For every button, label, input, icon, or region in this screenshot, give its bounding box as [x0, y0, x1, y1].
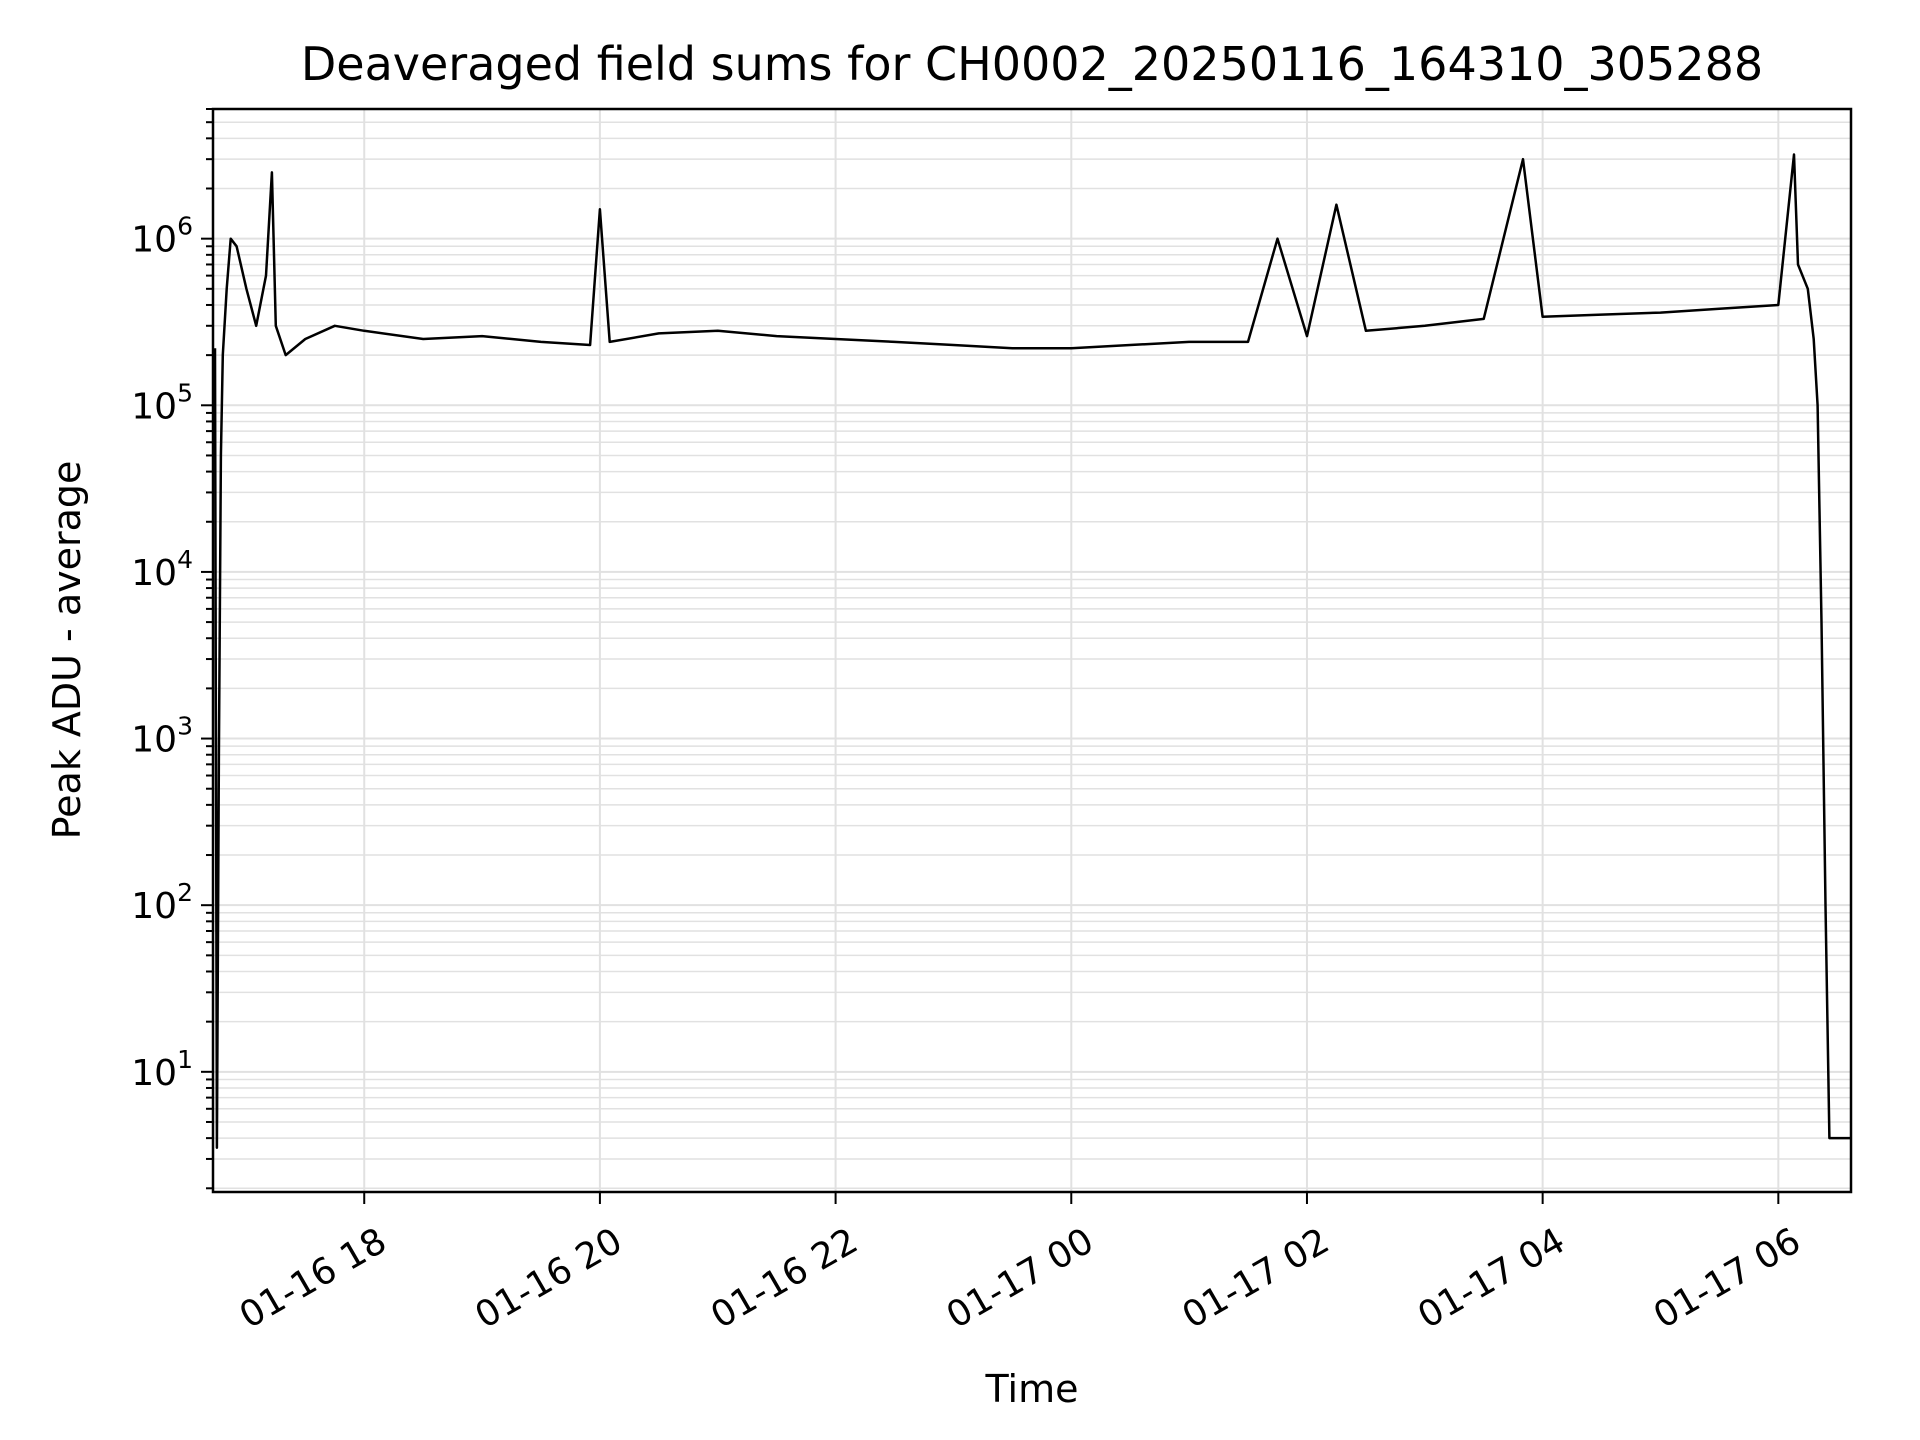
plot-frame [211, 107, 1853, 1194]
plot-line-group [213, 153, 1851, 1150]
y-tick-label: 104 [131, 545, 193, 594]
y-tick-label: 102 [131, 878, 193, 927]
y-tick-label: 101 [131, 1045, 193, 1094]
x-axis-label: Time [985, 1367, 1079, 1411]
y-axis: 101 102 103 104 105 106 [131, 108, 213, 1190]
series-line [213, 153, 1851, 1150]
y-tick-label: 106 [131, 212, 193, 261]
y-tick-label: 105 [131, 378, 193, 427]
grid [213, 108, 1851, 1192]
chart-title: Deaveraged field sums for CH0002_2025011… [301, 37, 1763, 91]
y-tick-label: 103 [131, 712, 193, 761]
y-axis-label: Peak ADU - average [45, 461, 89, 840]
